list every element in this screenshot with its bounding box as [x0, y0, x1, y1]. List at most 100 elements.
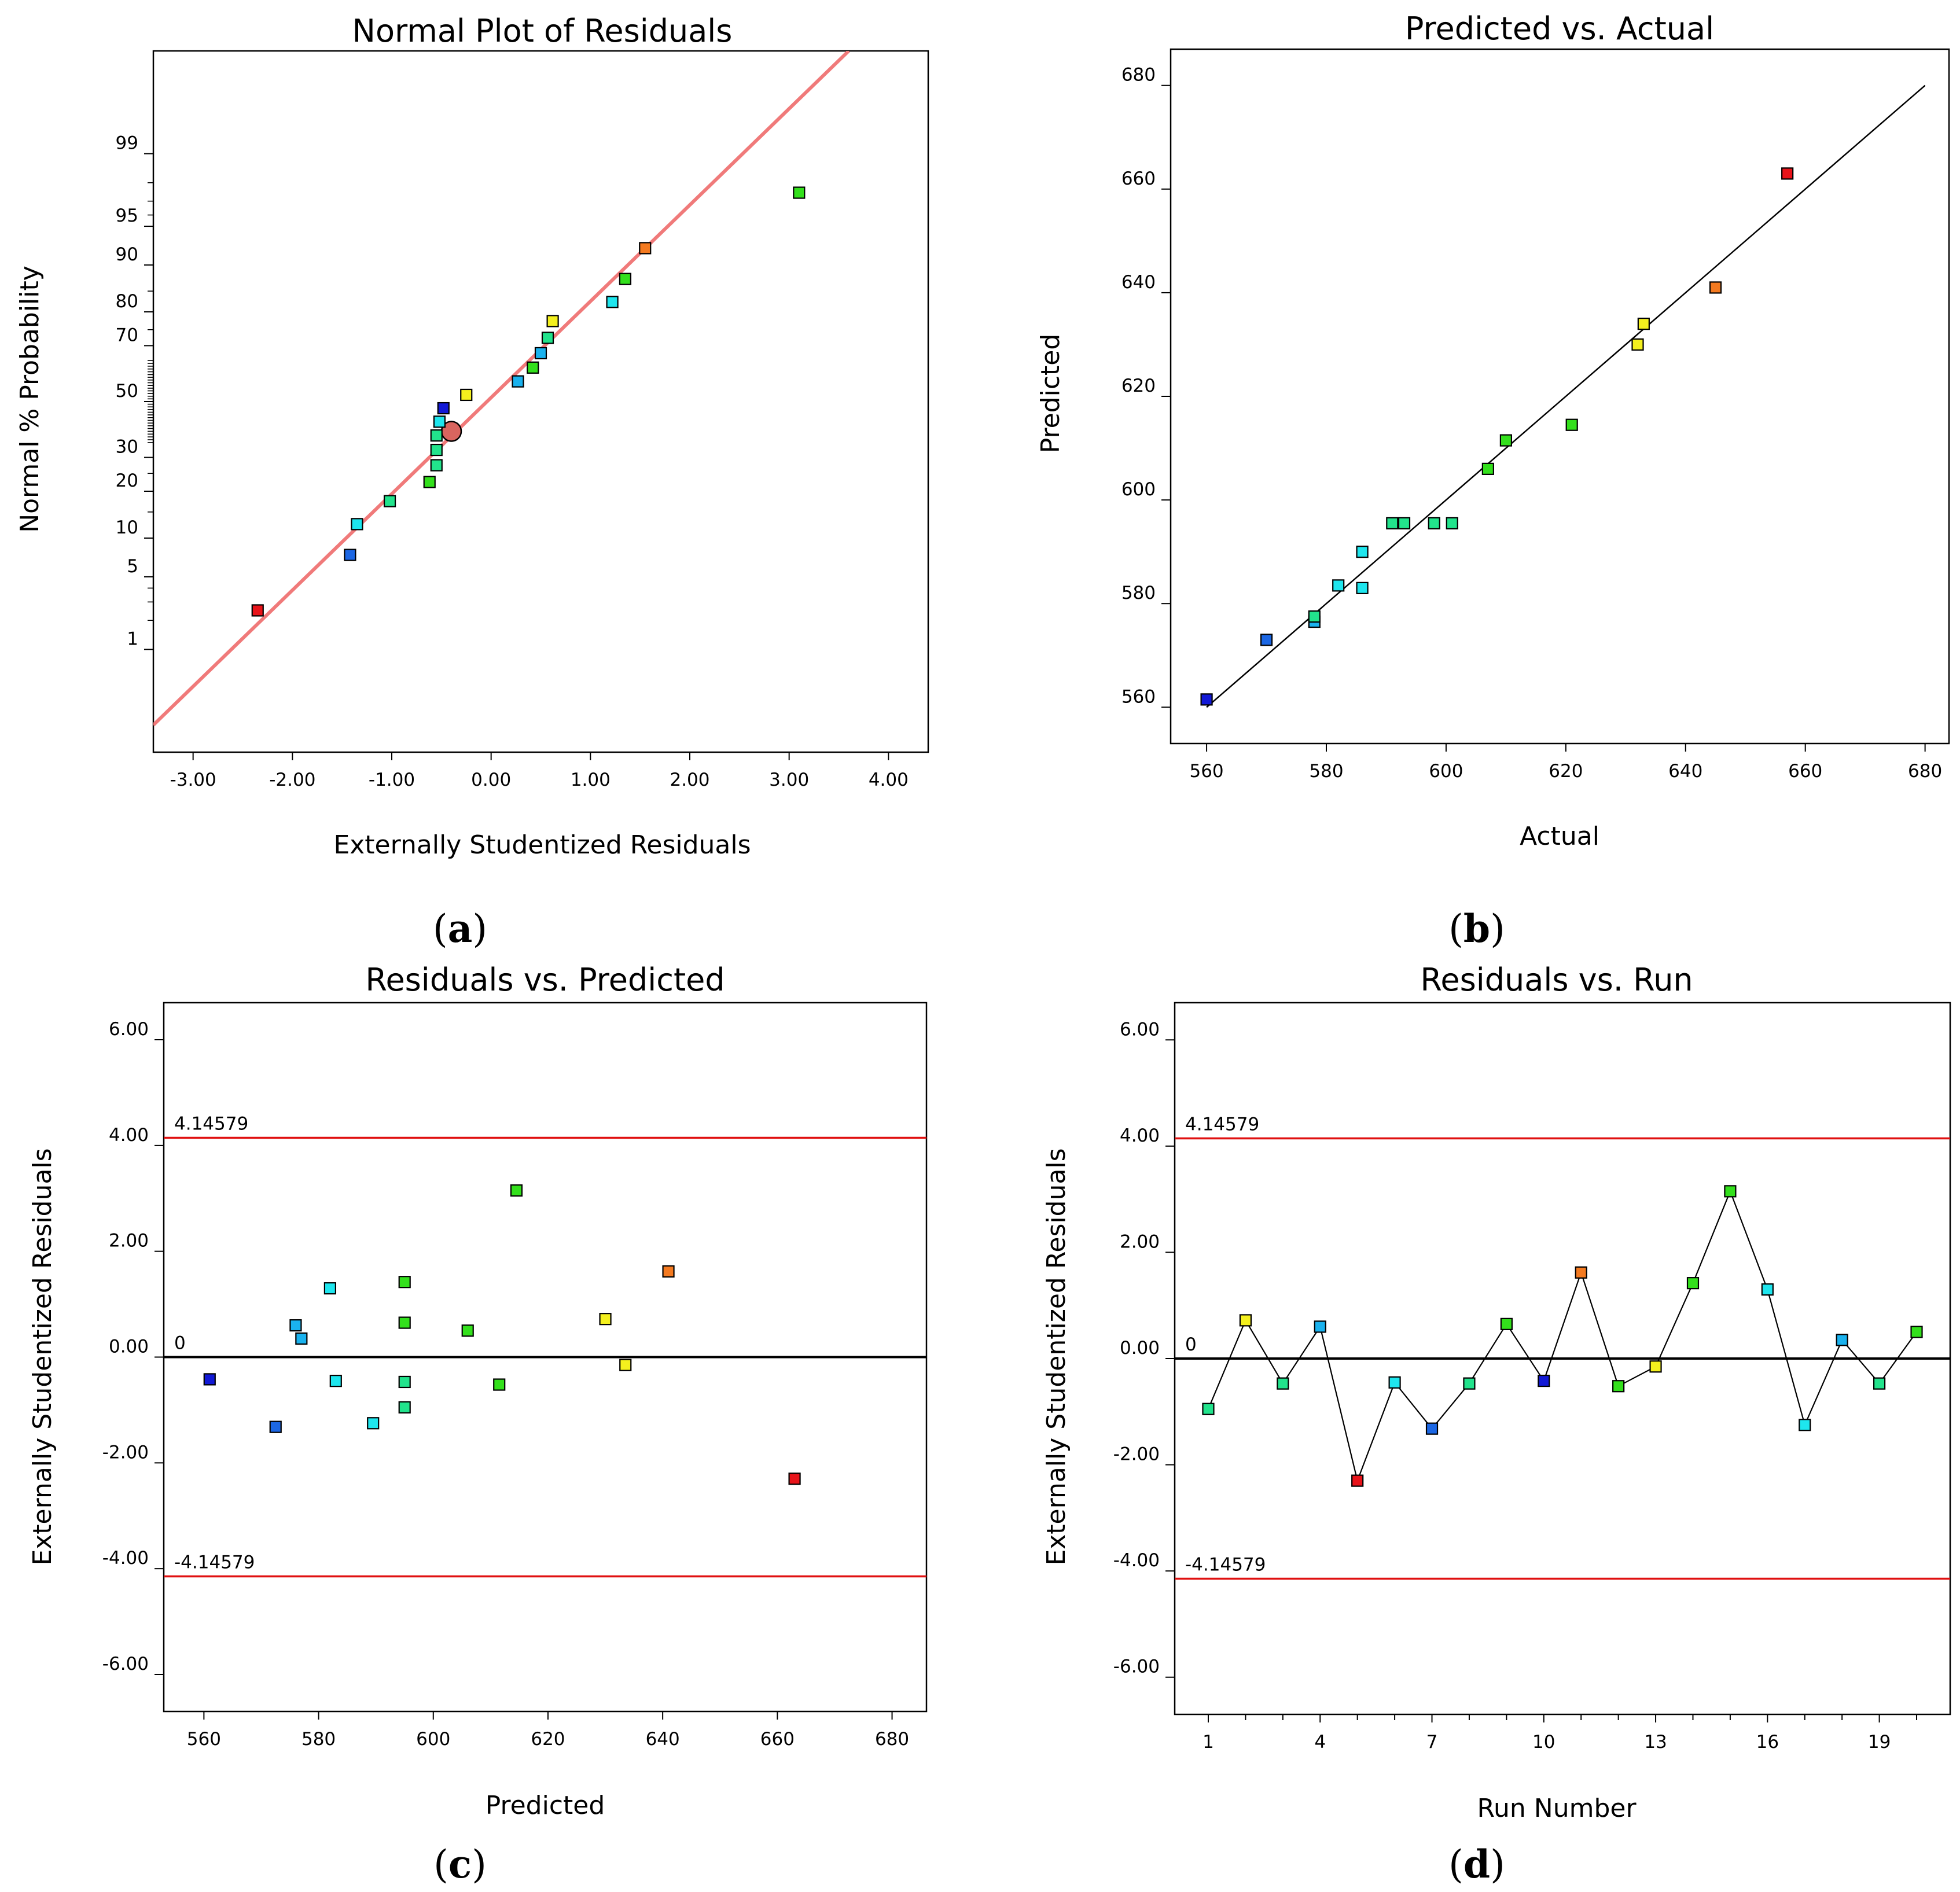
data-point — [433, 415, 446, 428]
y-tick-label: 0.00 — [1120, 1338, 1160, 1359]
series-line — [1207, 1189, 1917, 1483]
data-point — [639, 242, 652, 255]
x-tick-label: 680 — [1908, 761, 1942, 782]
y-tick-label: 95 — [116, 205, 138, 226]
data-point — [1463, 1377, 1476, 1390]
data-point — [398, 1375, 411, 1389]
data-point — [1388, 1376, 1401, 1389]
fit-line — [153, 51, 850, 727]
data-point — [1314, 1320, 1326, 1333]
data-point — [1631, 338, 1644, 351]
y-tick-label: 6.00 — [1120, 1019, 1160, 1040]
data-point — [251, 604, 264, 617]
x-tick-label: 660 — [1788, 761, 1822, 782]
y-tick-label: 620 — [1121, 376, 1156, 396]
panel-c: Residuals vs. Predicted Externally Stude… — [28, 962, 928, 1887]
data-point — [1500, 1317, 1513, 1330]
data-point — [344, 549, 356, 561]
data-point — [546, 315, 559, 327]
panel-b-xlabel: Actual — [1520, 822, 1599, 851]
reference-line — [1206, 84, 1926, 708]
x-tick-label: 2.00 — [670, 770, 709, 790]
data-point — [430, 429, 443, 442]
data-point — [1202, 1403, 1215, 1415]
data-point — [788, 1473, 801, 1485]
data-point — [1356, 546, 1369, 558]
y-tick-label: 99 — [116, 133, 138, 154]
limit-label: -4.14579 — [1185, 1555, 1266, 1576]
data-point — [295, 1332, 308, 1345]
data-point — [1873, 1377, 1886, 1390]
panel-b-title: Predicted vs. Actual — [1405, 10, 1714, 47]
x-tick-label: 640 — [1668, 761, 1702, 782]
y-tick-label: 580 — [1121, 583, 1156, 603]
x-tick-label: 1 — [1203, 1732, 1214, 1753]
x-tick-label: 4.00 — [869, 770, 909, 790]
data-point — [1481, 462, 1494, 475]
x-tick-label: 19 — [1868, 1732, 1891, 1753]
data-point — [1386, 517, 1399, 530]
data-point — [460, 388, 473, 402]
data-point — [1724, 1185, 1737, 1198]
y-tick-label: 10 — [116, 517, 138, 538]
data-point — [1425, 1422, 1439, 1435]
data-point — [289, 1319, 302, 1332]
x-tick-label: 10 — [1532, 1732, 1555, 1753]
data-point — [541, 332, 554, 344]
y-tick-label: 70 — [116, 325, 138, 345]
data-point — [1356, 581, 1369, 594]
limit-label: 0 — [1185, 1334, 1197, 1355]
y-tick-label: 20 — [116, 470, 138, 491]
data-point — [1709, 281, 1722, 294]
limit-label: 4.14579 — [174, 1114, 248, 1135]
x-tick-label: 1.00 — [571, 770, 611, 790]
panel-a-label: (a) — [433, 906, 487, 951]
x-tick-label: 0.00 — [471, 770, 511, 790]
data-point — [1428, 517, 1440, 530]
y-tick-label: 560 — [1121, 686, 1156, 707]
data-point — [1836, 1334, 1848, 1346]
limit-label: 0 — [174, 1333, 186, 1354]
data-point — [606, 296, 619, 308]
x-tick-label: 600 — [416, 1729, 450, 1750]
panel-d: Residuals vs. Run Externally Studentized… — [1042, 962, 1951, 1887]
data-point — [1649, 1360, 1662, 1373]
y-tick-label: -4.00 — [1113, 1550, 1160, 1571]
y-tick-label: 680 — [1121, 65, 1156, 86]
data-point — [619, 1359, 632, 1371]
y-tick-label: -4.00 — [102, 1548, 149, 1569]
data-point — [512, 375, 524, 388]
data-point — [351, 518, 363, 531]
y-tick-label: 6.00 — [109, 1019, 149, 1040]
panel-a-plot: -3.00 -2.00 -1.00 0.00 1.00 2.00 3.00 4.00 1 5 10 2… — [116, 50, 929, 790]
panel-d-label: (d) — [1448, 1842, 1505, 1887]
y-tick-label: 90 — [116, 244, 138, 265]
y-tick-label: 660 — [1121, 168, 1156, 189]
x-tick-label: 680 — [875, 1729, 909, 1750]
data-point — [1799, 1419, 1811, 1431]
panel-b-ylabel: Predicted — [1036, 334, 1065, 454]
data-point — [423, 476, 436, 488]
data-point — [1499, 434, 1512, 447]
data-point — [437, 402, 450, 415]
x-tick-label: 560 — [187, 1729, 221, 1750]
y-tick-label: -6.00 — [1113, 1657, 1160, 1677]
data-point — [398, 1276, 411, 1289]
data-point — [398, 1316, 411, 1329]
x-tick-label: -3.00 — [170, 770, 216, 790]
data-point — [1565, 418, 1578, 431]
y-tick-label: 2.00 — [109, 1231, 149, 1251]
data-point — [383, 495, 396, 507]
data-point — [1308, 610, 1321, 623]
data-point — [461, 1324, 474, 1337]
panel-a-ylabel: Normal % Probability — [15, 266, 45, 533]
data-point — [793, 186, 806, 199]
x-tick-label: 7 — [1426, 1732, 1438, 1753]
data-point — [323, 1282, 336, 1295]
limit-label: 4.14579 — [1185, 1114, 1259, 1135]
y-tick-label: 50 — [116, 381, 138, 402]
data-point — [1277, 1377, 1289, 1390]
data-point — [1398, 517, 1411, 530]
data-point — [398, 1401, 411, 1414]
panel-c-label: (c) — [433, 1842, 487, 1887]
